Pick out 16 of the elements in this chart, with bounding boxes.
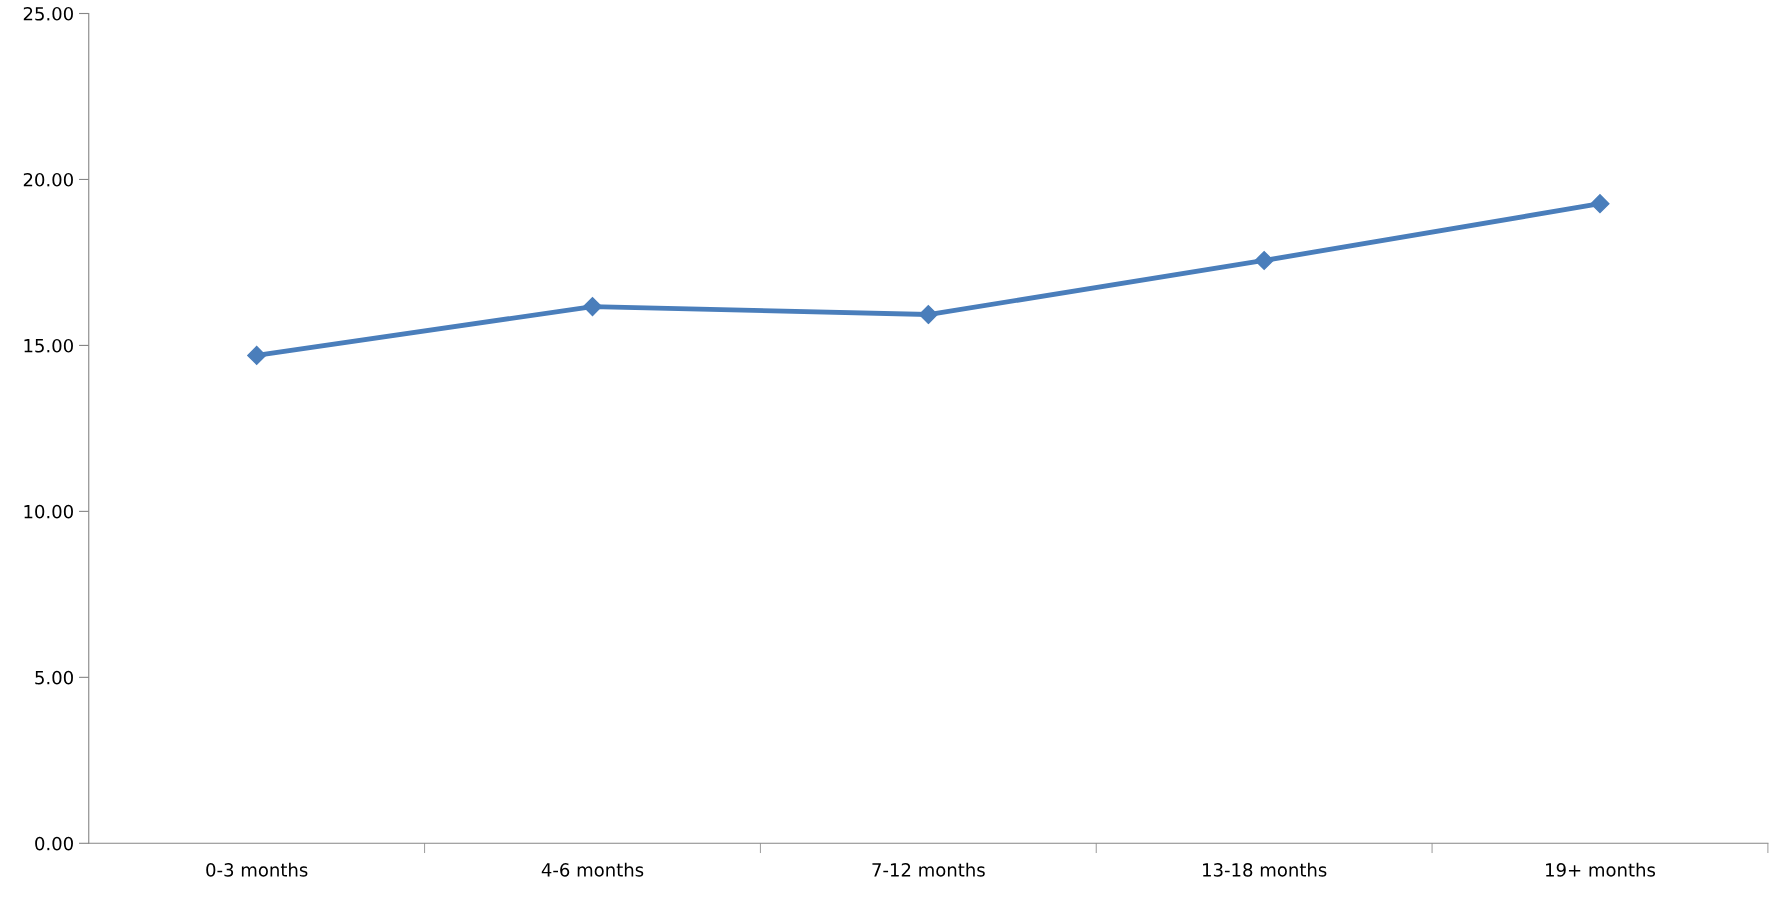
y-tick-label: 5.00 [35,670,73,685]
y-tick-label: 20.00 [23,172,73,187]
y-tick-label: 10.00 [24,504,73,519]
point [1590,194,1610,214]
point [582,297,603,317]
y-tick-label: 0.00 [35,836,73,851]
point [247,345,267,365]
x-tick-label: 13-18 months [1203,862,1327,877]
x-tick-label: 0-3 months [206,862,308,877]
x-tick-label: 7-12 months [872,862,985,877]
point [918,305,938,325]
y-tick-label: 15.00 [24,338,73,353]
x-tick-label: 19+ months [1546,862,1656,877]
y-tick-label: 25.00 [23,6,73,21]
point [1254,250,1274,270]
x-tick-label: 4-6 months [541,862,644,877]
